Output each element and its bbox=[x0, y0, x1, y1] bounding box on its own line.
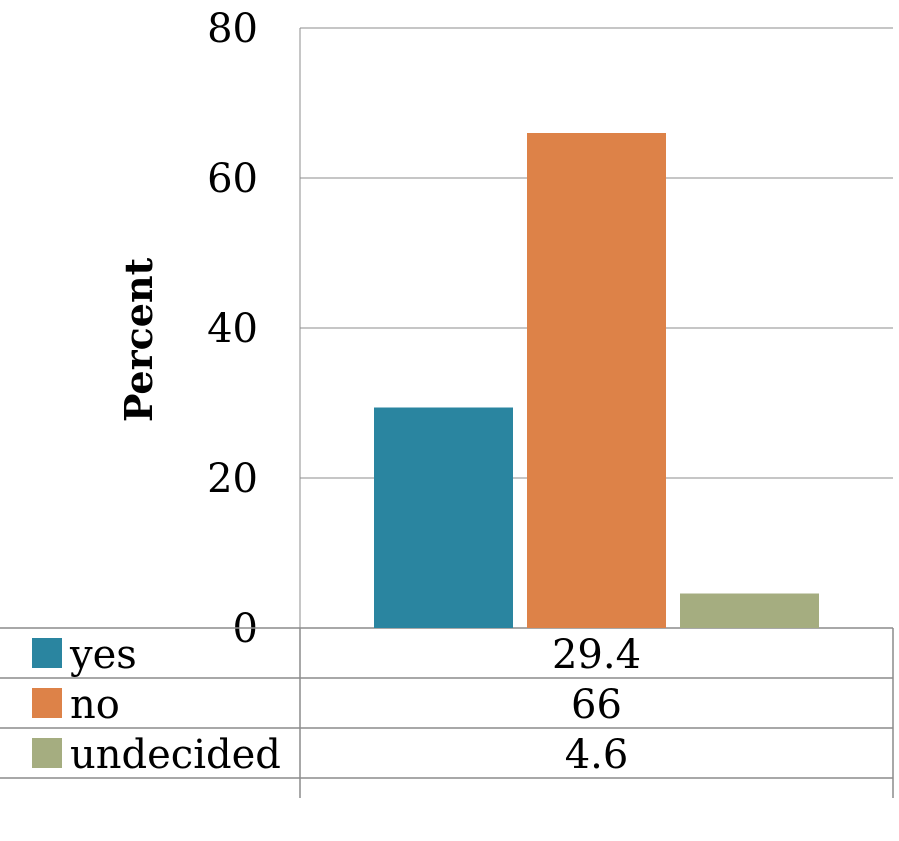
legend-label-yes: yes bbox=[69, 632, 137, 678]
legend-label-undecided: undecided bbox=[70, 732, 281, 778]
y-axis-title: Percent bbox=[116, 257, 161, 422]
y-tick-label: 60 bbox=[207, 156, 258, 202]
bar-undecided bbox=[680, 593, 819, 628]
bars bbox=[374, 133, 819, 628]
y-tick-label: 20 bbox=[207, 456, 258, 502]
legend-swatch-no bbox=[32, 688, 62, 718]
data-label-undecided: 4.6 bbox=[565, 732, 629, 778]
legend-swatch-undecided bbox=[32, 738, 62, 768]
legend-label-no: no bbox=[70, 682, 120, 728]
y-tick-label: 40 bbox=[207, 306, 258, 352]
bar-yes bbox=[374, 407, 513, 628]
data-label-yes: 29.4 bbox=[552, 632, 641, 678]
y-tick-labels: 0 20 40 60 80 bbox=[207, 6, 258, 652]
y-tick-label: 80 bbox=[207, 6, 258, 52]
data-label-no: 66 bbox=[571, 682, 622, 728]
bar-no bbox=[527, 133, 666, 628]
legend-swatch-yes bbox=[32, 638, 62, 668]
data-table: yes 29.4 no 66 undecided 4.6 bbox=[0, 627, 894, 798]
y-tick-label: 0 bbox=[233, 606, 258, 652]
